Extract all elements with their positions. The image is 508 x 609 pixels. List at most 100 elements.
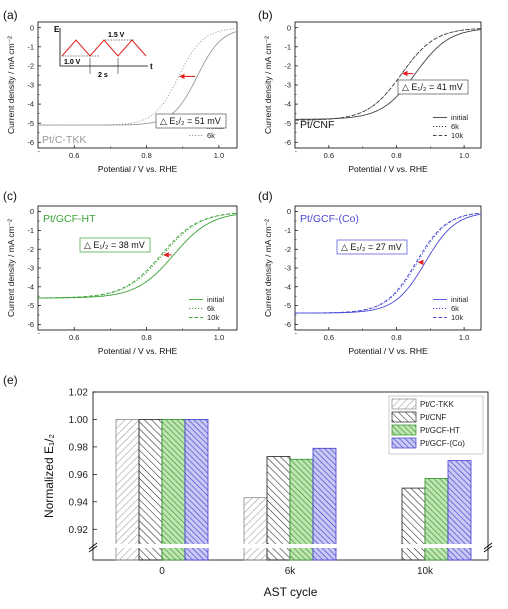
delta-e-box (155, 113, 227, 129)
delta-e-box (79, 237, 151, 253)
legend-label: 10k (207, 313, 219, 322)
series-line-6k (38, 28, 237, 126)
bar-Pt/GCF-(Co)-6k (312, 447, 337, 561)
x-tick-label: 1.0 (214, 151, 224, 160)
series-line-initial (295, 29, 481, 120)
bar-Pt/GCF-(Co)-10k (447, 460, 472, 561)
panel-letter: (d) (258, 189, 273, 203)
delta-e-box (397, 79, 469, 95)
y-tick-label: -5 (27, 119, 34, 128)
legend-label: 6k (451, 304, 459, 313)
panel-bar: (e) 0.92 0.94 0.96 0.98 1.00 1.02 0 6k 10k AST cyc… (3, 373, 493, 599)
y-tick-label: -3 (284, 81, 291, 90)
y-tick-label: -6 (284, 138, 291, 147)
legend-swatch (391, 424, 417, 436)
y-tick-label: 0 (287, 207, 291, 216)
series-line-10k (38, 212, 237, 299)
x-axis-label: AST cycle (264, 585, 318, 599)
y-axis-label: Current density / mA cm⁻² (263, 36, 273, 134)
y-tick-label: -5 (284, 301, 291, 310)
y-tick-label: -1 (27, 226, 34, 235)
bar-Pt/CNF-10k (401, 487, 426, 561)
series-line-10k (295, 28, 481, 121)
y-tick-label: -4 (27, 100, 34, 109)
y-tick-label: -2 (284, 62, 291, 71)
legend-swatch (391, 411, 417, 423)
x-tick-label: 0.6 (324, 333, 334, 342)
y-tick-label: 0.96 (69, 470, 89, 481)
inset-axis-y-label: E (54, 25, 60, 34)
panel-letter: (a) (3, 8, 18, 22)
legend-label: initial (451, 113, 468, 122)
legend-label: 10k (451, 313, 463, 322)
legend-label: 6k (451, 122, 459, 131)
inset-period-label: 2 s (98, 72, 108, 79)
x-tick-label: 6k (285, 566, 297, 577)
panel-3: (d) 0 -1 -2 -3 -4 -5 -6 0.6 0.8 1.0 Potential / V v… (258, 189, 482, 356)
x-axis-label: Potential / V vs. RHE (348, 164, 428, 174)
y-tick-label: -3 (284, 264, 291, 273)
y-tick-label: -1 (284, 42, 291, 51)
series-line-6k (38, 212, 237, 299)
y-tick-label: -4 (284, 282, 291, 291)
panel-0: (a) 0 -1 -2 -3 -4 -5 -6 0.6 0.8 1.0 Potential / V v… (3, 8, 238, 174)
y-tick-label: -1 (284, 226, 291, 235)
x-axis-label: Potential / V vs. RHE (98, 164, 178, 174)
bar-Pt/C-TKK-6k (243, 497, 268, 561)
x-tick-label: 0.8 (141, 151, 151, 160)
x-axis-label: Potential / V vs. RHE (348, 346, 428, 356)
x-tick-label: 0.6 (69, 333, 79, 342)
x-tick-label: 1.0 (459, 333, 469, 342)
legend-label: initial (207, 295, 224, 304)
x-tick-label: 0 (159, 566, 165, 577)
y-axis-label: Current density / mA cm⁻² (6, 219, 16, 317)
inset-axis-x-label: t (150, 62, 153, 71)
panel-1: (b) 0 -1 -2 -3 -4 -5 -6 0.6 0.8 1.0 Potential / V v… (258, 8, 482, 174)
y-tick-label: -3 (27, 81, 34, 90)
panel-letter: (c) (3, 189, 17, 203)
series-line-initial (38, 214, 237, 299)
bar-Pt/GCF-(Co)-0 (184, 419, 209, 561)
delta-e-box (336, 239, 408, 255)
delta-e-label: △ E₁/₂ = 27 mV (341, 242, 402, 252)
series-line-6k (295, 28, 481, 121)
axis-break-mark (88, 545, 98, 553)
y-tick-label: -6 (27, 320, 34, 329)
y-tick-label: 1.00 (69, 415, 89, 426)
sample-name: Pt/CNF (300, 119, 334, 131)
x-tick-label: 1.0 (459, 151, 469, 160)
y-tick-label: -3 (27, 264, 34, 273)
axis-break-mark (88, 542, 98, 550)
bar-Pt/GCF-HT-0 (161, 419, 186, 561)
inset-lower-label: 1.0 V (64, 59, 81, 66)
x-tick-label: 0.8 (141, 333, 151, 342)
delta-e-label: △ E₁/₂ = 51 mV (160, 116, 221, 126)
legend-label: Pt/GCF-(Co) (420, 439, 465, 448)
y-tick-label: 0.98 (69, 442, 89, 453)
legend-label: Pt/C-TKK (420, 400, 454, 409)
y-tick-label: 1.02 (69, 388, 89, 399)
y-tick-label: -2 (284, 245, 291, 254)
y-tick-label: 0 (30, 207, 34, 216)
bar-Pt/C-TKK-0 (115, 419, 140, 561)
y-tick-label: -2 (27, 62, 34, 71)
y-tick-label: -6 (284, 320, 291, 329)
y-tick-label: 0.94 (69, 497, 89, 508)
y-axis-label: Normalized E₁/₂ (42, 434, 56, 518)
x-tick-label: 0.6 (69, 151, 79, 160)
inset-waveform (61, 39, 147, 57)
panel-2: (c) 0 -1 -2 -3 -4 -5 -6 0.6 0.8 1.0 Potential / V v… (3, 189, 238, 356)
y-tick-label: -5 (284, 119, 291, 128)
panel-letter: (b) (258, 8, 273, 22)
legend-label: Pt/GCF-HT (420, 426, 460, 435)
y-tick-label: -4 (27, 282, 34, 291)
delta-e-label: △ E₁/₂ = 38 mV (84, 240, 145, 250)
x-tick-label: 1.0 (214, 333, 224, 342)
legend-label: Pt/CNF (420, 413, 446, 422)
legend-swatch (391, 398, 417, 410)
x-axis-label: Potential / V vs. RHE (98, 346, 178, 356)
y-tick-label: -1 (27, 42, 34, 51)
legend-label: initial (451, 295, 468, 304)
sample-name: Pt/GCF-HT (43, 213, 96, 225)
